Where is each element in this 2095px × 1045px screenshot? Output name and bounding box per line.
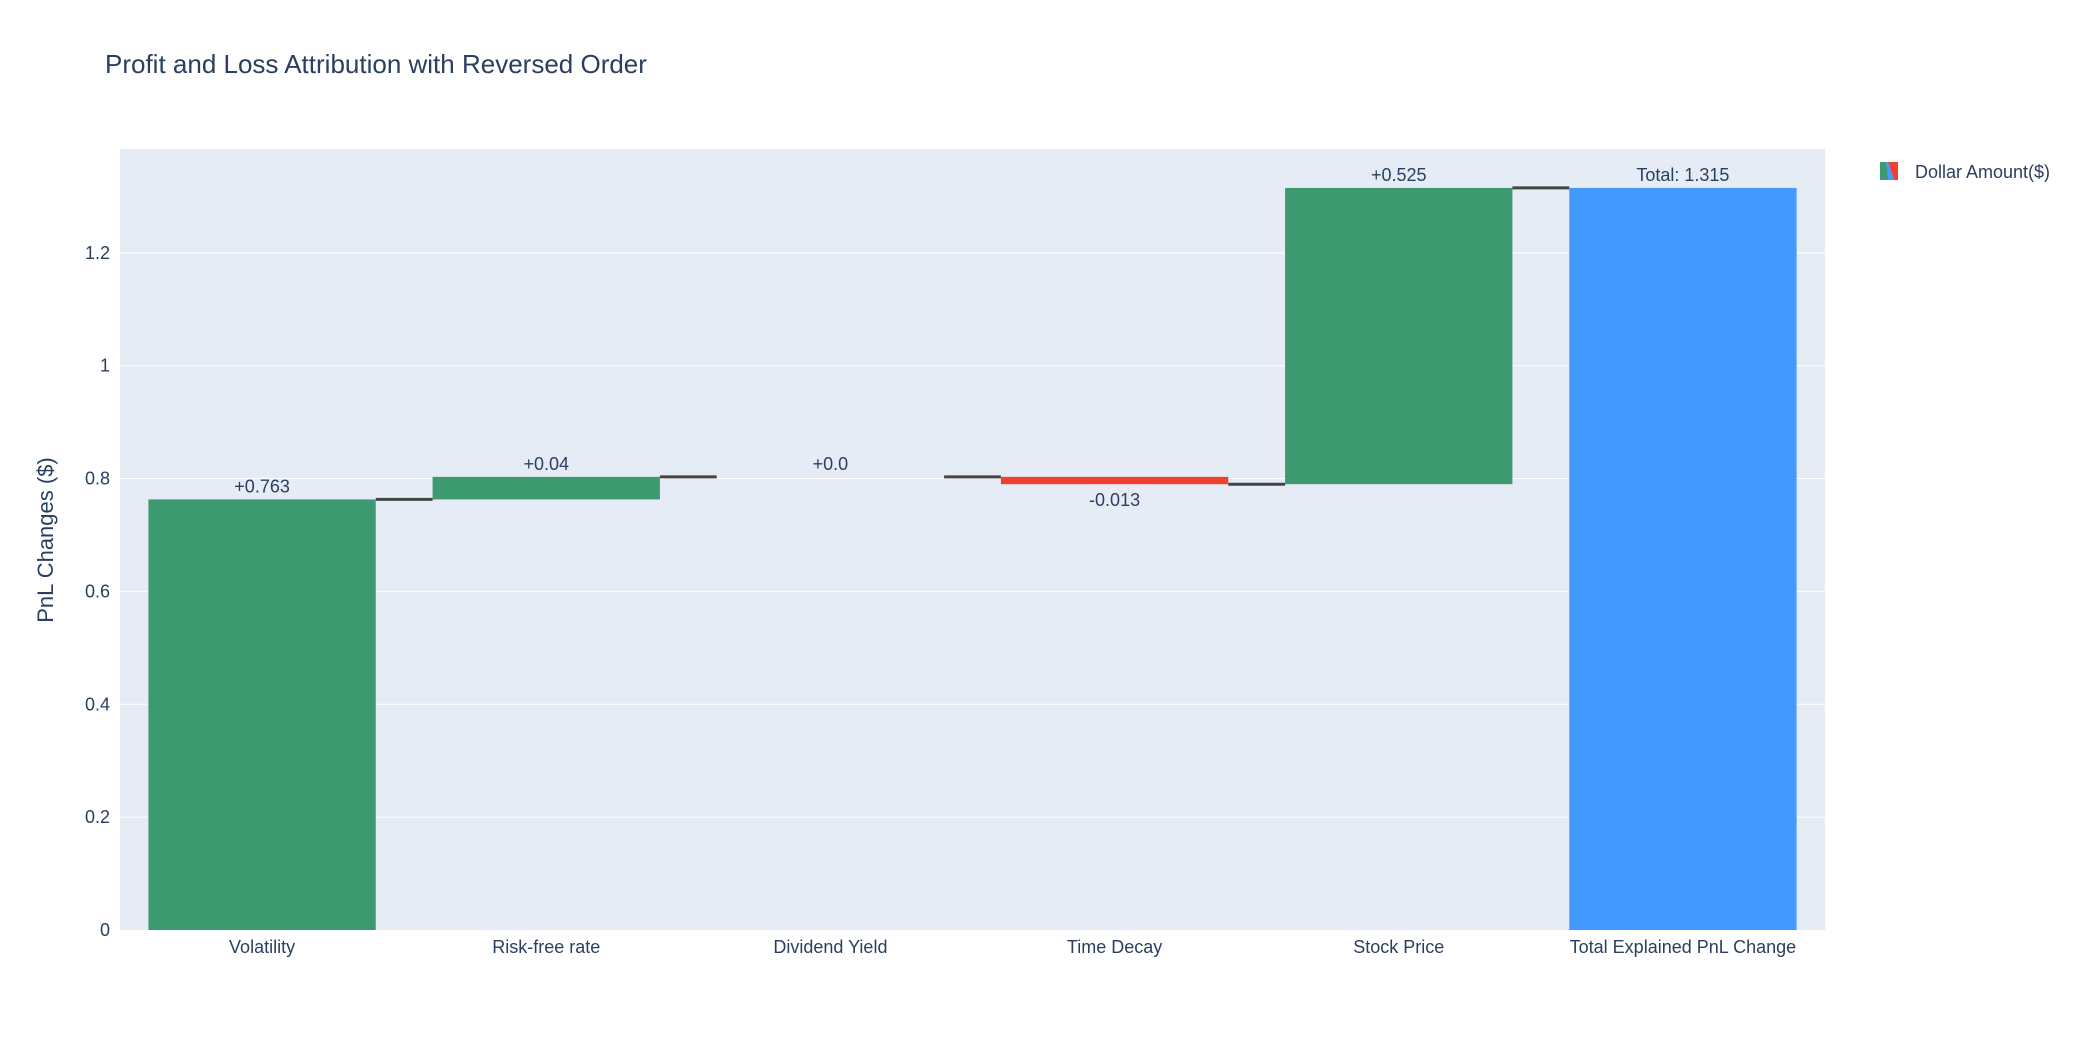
bar-total-explained-pnl-change bbox=[1569, 187, 1797, 930]
bar-value-label: +0.525 bbox=[1371, 165, 1427, 185]
bar-value-label: -0.013 bbox=[1089, 490, 1140, 510]
bar-time-decay bbox=[1000, 476, 1229, 485]
x-tick-label: Total Explained PnL Change bbox=[1570, 937, 1797, 957]
x-tick-label: Dividend Yield bbox=[773, 937, 887, 957]
y-axis-title: PnL Changes ($) bbox=[33, 457, 58, 623]
connectors bbox=[375, 186, 1570, 501]
y-tick-label: 0 bbox=[100, 920, 110, 940]
y-tick-label: 0.4 bbox=[85, 694, 110, 714]
legend-label: Dollar Amount($) bbox=[1915, 162, 2050, 182]
bar-labels: +0.763 +0.04 +0.0 -0.013 +0.525 Total: 1.315 bbox=[234, 165, 1729, 510]
x-tick-label: Stock Price bbox=[1353, 937, 1444, 957]
bar-value-label: +0.0 bbox=[813, 454, 849, 474]
y-tick-label: 0.8 bbox=[85, 469, 110, 489]
x-tick-label: Time Decay bbox=[1067, 937, 1162, 957]
bar-volatility bbox=[148, 499, 376, 930]
bar-value-label: Total: 1.315 bbox=[1636, 165, 1729, 185]
y-tick-label: 0.2 bbox=[85, 807, 110, 827]
x-tick-label: Risk-free rate bbox=[492, 937, 600, 957]
x-tick-label: Volatility bbox=[229, 937, 295, 957]
bar-value-label: +0.763 bbox=[234, 476, 290, 496]
y-tick-label: 0.6 bbox=[85, 581, 110, 601]
y-tick-label: 1 bbox=[100, 356, 110, 376]
bar-stock-price bbox=[1285, 187, 1513, 485]
bars bbox=[148, 187, 1797, 930]
legend[interactable]: Dollar Amount($) bbox=[1880, 162, 2050, 182]
y-tick-label: 1.2 bbox=[85, 243, 110, 263]
plot-area bbox=[120, 149, 1825, 930]
bar-value-label: +0.04 bbox=[523, 454, 569, 474]
grid-lines bbox=[120, 252, 1825, 818]
y-tick-labels: 0 0.2 0.4 0.6 0.8 1 1.2 bbox=[85, 243, 110, 940]
legend-swatch-icon bbox=[1880, 162, 1898, 180]
bar-risk-free-rate bbox=[432, 476, 660, 500]
x-tick-labels: Volatility Risk-free rate Dividend Yield Ti… bbox=[229, 937, 1796, 957]
chart-title: Profit and Loss Attribution with Reverse… bbox=[105, 49, 647, 79]
